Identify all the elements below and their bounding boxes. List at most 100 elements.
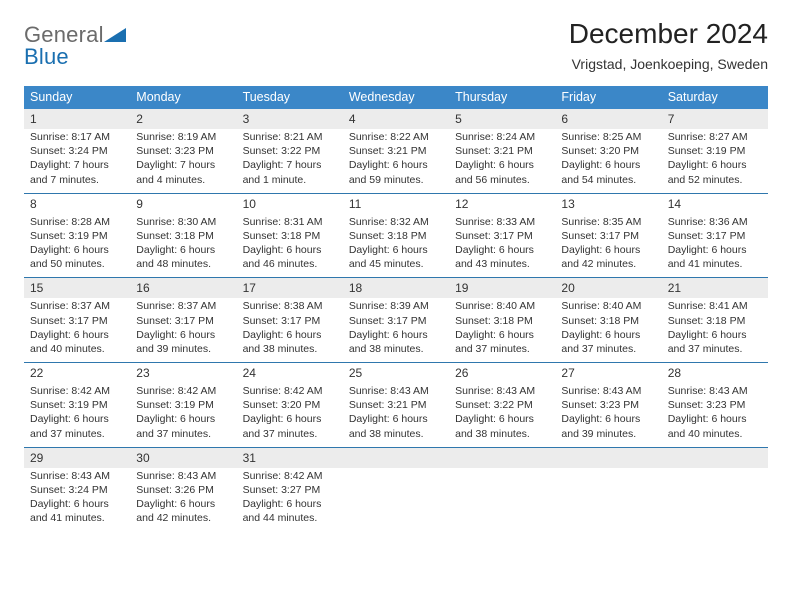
weekday-header: Thursday: [449, 86, 555, 109]
day-details: Sunrise: 8:36 AMSunset: 3:17 PMDaylight:…: [662, 214, 768, 278]
daylight-text: Daylight: 6 hours and 38 minutes.: [455, 412, 549, 440]
day-number: 7: [662, 109, 768, 129]
sunset-text: Sunset: 3:18 PM: [349, 229, 443, 243]
day-number: 2: [130, 109, 236, 129]
day-details: Sunrise: 8:39 AMSunset: 3:17 PMDaylight:…: [343, 298, 449, 362]
sunset-text: Sunset: 3:18 PM: [243, 229, 337, 243]
sunset-text: Sunset: 3:19 PM: [30, 398, 124, 412]
day-number: 29: [24, 448, 130, 468]
daylight-text: Daylight: 6 hours and 38 minutes.: [243, 328, 337, 356]
sunrise-text: Sunrise: 8:38 AM: [243, 299, 337, 313]
day-details: Sunrise: 8:37 AMSunset: 3:17 PMDaylight:…: [24, 298, 130, 362]
day-details: Sunrise: 8:43 AMSunset: 3:21 PMDaylight:…: [343, 383, 449, 447]
day-number: 24: [237, 363, 343, 383]
page: General Blue December 2024 Vrigstad, Joe…: [0, 0, 792, 531]
calendar-head: SundayMondayTuesdayWednesdayThursdayFrid…: [24, 86, 768, 109]
sunset-text: Sunset: 3:17 PM: [668, 229, 762, 243]
daylight-text: Daylight: 6 hours and 37 minutes.: [561, 328, 655, 356]
day-number: 3: [237, 109, 343, 129]
day-details: Sunrise: 8:43 AMSunset: 3:23 PMDaylight:…: [662, 383, 768, 447]
sunset-text: Sunset: 3:18 PM: [455, 314, 549, 328]
sunset-text: Sunset: 3:23 PM: [136, 144, 230, 158]
day-details: Sunrise: 8:25 AMSunset: 3:20 PMDaylight:…: [555, 129, 661, 193]
day-number: 22: [24, 363, 130, 383]
calendar-day-cell: 14Sunrise: 8:36 AMSunset: 3:17 PMDayligh…: [662, 193, 768, 278]
sunrise-text: Sunrise: 8:42 AM: [243, 469, 337, 483]
sunset-text: Sunset: 3:21 PM: [455, 144, 549, 158]
sunrise-text: Sunrise: 8:30 AM: [136, 215, 230, 229]
calendar-day-cell: 3Sunrise: 8:21 AMSunset: 3:22 PMDaylight…: [237, 109, 343, 193]
day-number: 14: [662, 194, 768, 214]
sunrise-text: Sunrise: 8:25 AM: [561, 130, 655, 144]
day-number: 15: [24, 278, 130, 298]
daylight-text: Daylight: 6 hours and 39 minutes.: [561, 412, 655, 440]
daylight-text: Daylight: 6 hours and 40 minutes.: [668, 412, 762, 440]
calendar-day-cell: 30Sunrise: 8:43 AMSunset: 3:26 PMDayligh…: [130, 447, 236, 531]
day-number: 25: [343, 363, 449, 383]
daylight-text: Daylight: 7 hours and 7 minutes.: [30, 158, 124, 186]
sunset-text: Sunset: 3:17 PM: [243, 314, 337, 328]
day-number: 28: [662, 363, 768, 383]
day-number: 16: [130, 278, 236, 298]
sunrise-text: Sunrise: 8:17 AM: [30, 130, 124, 144]
daylight-text: Daylight: 6 hours and 59 minutes.: [349, 158, 443, 186]
sunrise-text: Sunrise: 8:32 AM: [349, 215, 443, 229]
day-number: 4: [343, 109, 449, 129]
sunrise-text: Sunrise: 8:42 AM: [136, 384, 230, 398]
daylight-text: Daylight: 7 hours and 4 minutes.: [136, 158, 230, 186]
day-details: Sunrise: 8:19 AMSunset: 3:23 PMDaylight:…: [130, 129, 236, 193]
calendar-day-cell: 25Sunrise: 8:43 AMSunset: 3:21 PMDayligh…: [343, 363, 449, 448]
daylight-text: Daylight: 6 hours and 37 minutes.: [455, 328, 549, 356]
day-number: 12: [449, 194, 555, 214]
daylight-text: Daylight: 6 hours and 38 minutes.: [349, 328, 443, 356]
sunset-text: Sunset: 3:18 PM: [561, 314, 655, 328]
calendar-day-cell: 20Sunrise: 8:40 AMSunset: 3:18 PMDayligh…: [555, 278, 661, 363]
sunrise-text: Sunrise: 8:40 AM: [561, 299, 655, 313]
sunrise-text: Sunrise: 8:40 AM: [455, 299, 549, 313]
calendar-day-cell: 26Sunrise: 8:43 AMSunset: 3:22 PMDayligh…: [449, 363, 555, 448]
daylight-text: Daylight: 6 hours and 45 minutes.: [349, 243, 443, 271]
daylight-text: Daylight: 6 hours and 56 minutes.: [455, 158, 549, 186]
day-details: Sunrise: 8:37 AMSunset: 3:17 PMDaylight:…: [130, 298, 236, 362]
day-number: 23: [130, 363, 236, 383]
calendar-week-row: 1Sunrise: 8:17 AMSunset: 3:24 PMDaylight…: [24, 109, 768, 193]
sunset-text: Sunset: 3:19 PM: [136, 398, 230, 412]
daylight-text: Daylight: 6 hours and 38 minutes.: [349, 412, 443, 440]
sunrise-text: Sunrise: 8:28 AM: [30, 215, 124, 229]
weekday-header: Monday: [130, 86, 236, 109]
daylight-text: Daylight: 6 hours and 54 minutes.: [561, 158, 655, 186]
sunrise-text: Sunrise: 8:35 AM: [561, 215, 655, 229]
sunrise-text: Sunrise: 8:43 AM: [30, 469, 124, 483]
sunrise-text: Sunrise: 8:43 AM: [668, 384, 762, 398]
calendar-day-cell: 29Sunrise: 8:43 AMSunset: 3:24 PMDayligh…: [24, 447, 130, 531]
calendar-day-cell: 9Sunrise: 8:30 AMSunset: 3:18 PMDaylight…: [130, 193, 236, 278]
day-number: 20: [555, 278, 661, 298]
sunrise-text: Sunrise: 8:43 AM: [561, 384, 655, 398]
sunset-text: Sunset: 3:24 PM: [30, 144, 124, 158]
daylight-text: Daylight: 6 hours and 48 minutes.: [136, 243, 230, 271]
daylight-text: Daylight: 6 hours and 46 minutes.: [243, 243, 337, 271]
calendar-week-row: 22Sunrise: 8:42 AMSunset: 3:19 PMDayligh…: [24, 363, 768, 448]
day-details: Sunrise: 8:40 AMSunset: 3:18 PMDaylight:…: [555, 298, 661, 362]
calendar-day-cell: 7Sunrise: 8:27 AMSunset: 3:19 PMDaylight…: [662, 109, 768, 193]
logo-triangle-icon: [104, 26, 126, 42]
calendar-day-cell: 28Sunrise: 8:43 AMSunset: 3:23 PMDayligh…: [662, 363, 768, 448]
day-number: 8: [24, 194, 130, 214]
day-details: Sunrise: 8:35 AMSunset: 3:17 PMDaylight:…: [555, 214, 661, 278]
day-details: Sunrise: 8:28 AMSunset: 3:19 PMDaylight:…: [24, 214, 130, 278]
day-details: Sunrise: 8:24 AMSunset: 3:21 PMDaylight:…: [449, 129, 555, 193]
sunrise-text: Sunrise: 8:43 AM: [136, 469, 230, 483]
calendar-day-cell: 31Sunrise: 8:42 AMSunset: 3:27 PMDayligh…: [237, 447, 343, 531]
weekday-header: Wednesday: [343, 86, 449, 109]
calendar-empty-cell: [343, 447, 449, 531]
calendar-day-cell: 27Sunrise: 8:43 AMSunset: 3:23 PMDayligh…: [555, 363, 661, 448]
day-number: 5: [449, 109, 555, 129]
daylight-text: Daylight: 6 hours and 41 minutes.: [30, 497, 124, 525]
calendar-empty-cell: [555, 447, 661, 531]
daylight-text: Daylight: 6 hours and 50 minutes.: [30, 243, 124, 271]
day-number: 10: [237, 194, 343, 214]
weekday-header: Saturday: [662, 86, 768, 109]
daylight-text: Daylight: 6 hours and 37 minutes.: [136, 412, 230, 440]
weekday-header: Tuesday: [237, 86, 343, 109]
day-details: Sunrise: 8:38 AMSunset: 3:17 PMDaylight:…: [237, 298, 343, 362]
